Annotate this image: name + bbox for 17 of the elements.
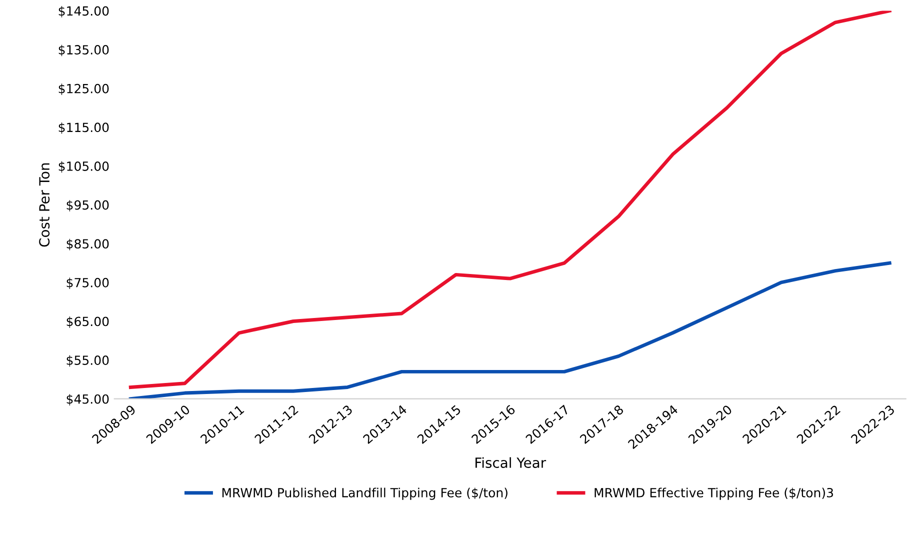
y-tick-label: $125.00 <box>58 84 109 95</box>
y-axis-title: Cost Per Ton <box>39 163 50 247</box>
y-tick-label: $115.00 <box>58 122 109 134</box>
legend-label: MRWMD Effective Tipping Fee ($/ton)3 <box>594 488 833 500</box>
y-tick-label: $135.00 <box>58 44 109 56</box>
y-tick-label: $45.00 <box>66 394 109 406</box>
line-series <box>128 10 892 389</box>
y-tick-label: $85.00 <box>66 238 109 250</box>
legend-label: MRWMD Published Landfill Tipping Fee ($/ton) <box>222 488 508 500</box>
y-tick-label: $95.00 <box>66 200 109 212</box>
y-tick-label: $105.00 <box>58 161 109 173</box>
line-series <box>128 261 892 399</box>
x-axis-title: Fiscal Year <box>476 457 546 468</box>
y-tick-label: $55.00 <box>66 355 109 367</box>
y-tick-label: $145.00 <box>58 6 109 18</box>
y-tick-label: $65.00 <box>66 316 109 328</box>
y-tick-label: $75.00 <box>66 278 109 290</box>
